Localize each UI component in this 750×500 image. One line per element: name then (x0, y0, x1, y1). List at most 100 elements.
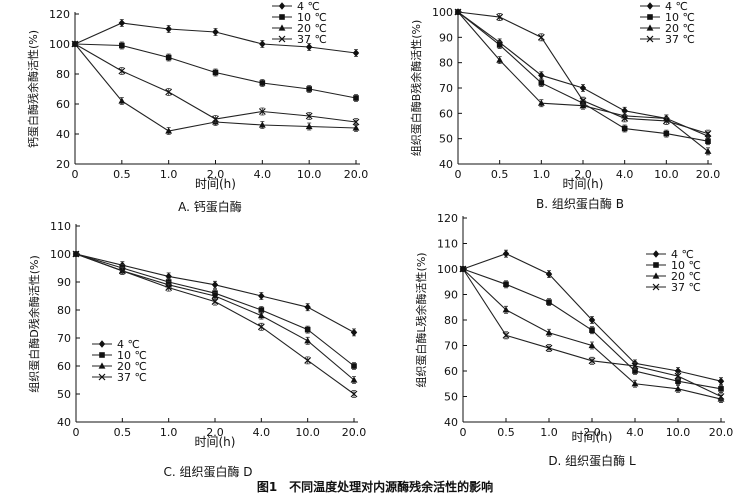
legend-label: 37 ℃ (665, 33, 695, 46)
legend-label: 4 ℃ (297, 0, 320, 13)
x-tick-label: 0 (73, 426, 80, 439)
data-point-cross (496, 13, 504, 21)
y-tick-label: 70 (439, 82, 453, 95)
y-tick-label: 40 (56, 128, 70, 141)
data-point-square (259, 80, 266, 86)
data-point-square (119, 42, 125, 49)
y-tick-label: 100 (50, 248, 71, 261)
panel-subtitle: B. 组织蛋白酶 B (536, 196, 624, 211)
data-point-cross (717, 393, 725, 400)
x-tick-label: 20.0 (696, 168, 721, 181)
x-tick-label: 1.0 (160, 426, 178, 439)
legend-marker-square (99, 352, 105, 358)
y-tick-label: 80 (56, 68, 70, 81)
legend-marker-square (653, 262, 659, 268)
data-point-cross (305, 112, 313, 120)
y-tick-label: 100 (437, 263, 458, 276)
data-point-diamond (165, 25, 172, 33)
data-point-triangle (352, 124, 360, 131)
legend-marker-square (647, 14, 653, 20)
legend-marker-diamond (646, 2, 654, 10)
y-tick-label: 50 (439, 133, 453, 146)
data-point-diamond (211, 281, 219, 289)
y-tick-label: 80 (439, 57, 453, 70)
data-point-diamond (118, 19, 126, 27)
chart-panel-3: 40 50 60 70 80 90 100 110 0 0.5 1.0 2.0 4.0 10.0 20.0 时… (27, 220, 366, 479)
y-tick-label: 20 (56, 158, 70, 171)
legend-marker-triangle (652, 272, 660, 279)
x-tick-label: 2.0 (206, 426, 224, 439)
x-tick-label: 0 (72, 168, 79, 181)
y-axis-label: 组织蛋白酶D残余酶活性(%) (27, 255, 41, 393)
data-point-cross (537, 33, 545, 41)
data-point-cross (545, 344, 553, 352)
legend-marker-cross (652, 283, 660, 291)
y-tick-label: 60 (57, 360, 71, 373)
data-point-triangle (537, 99, 545, 106)
data-point-diamond (579, 84, 587, 92)
y-tick-label: 120 (49, 8, 70, 21)
data-point-square (212, 69, 219, 76)
x-tick-label: 20.0 (344, 168, 369, 181)
data-point-cross (662, 117, 670, 125)
y-tick-label: 100 (49, 38, 70, 51)
figure-caption: 图1 不同温度处理对内源酶残余活性的影响 (256, 480, 494, 494)
data-point-square (538, 80, 545, 86)
y-tick-label: 50 (444, 391, 458, 404)
chart-panel-1: 20 40 60 80 100 120 0 0.5 1.0 2.0 4.0 10.0 20.0 时间(h)… (26, 0, 368, 214)
data-point-cross (71, 40, 79, 48)
legend-label: 10 ℃ (665, 11, 695, 24)
x-tick-label: 10.0 (654, 168, 679, 181)
data-point-diamond (258, 292, 265, 300)
x-axis-label: 时间(h) (563, 177, 604, 191)
data-point-square (718, 386, 724, 392)
data-point-cross (350, 390, 358, 398)
data-point-cross (674, 372, 682, 380)
legend-marker-square (279, 14, 285, 20)
x-tick-label: 1.0 (533, 168, 551, 181)
x-tick-label: 10.0 (666, 426, 691, 439)
legend-label: 20 ℃ (671, 270, 701, 283)
data-point-cross (579, 97, 587, 105)
data-point-cross (165, 88, 173, 96)
legend-marker-diamond (98, 340, 106, 348)
data-point-triangle (631, 380, 639, 387)
x-tick-label: 1.0 (540, 426, 558, 439)
x-axis-label: 时间(h) (195, 435, 236, 449)
data-point-square (663, 130, 670, 137)
y-tick-label: 60 (439, 107, 453, 120)
data-point-cross (588, 357, 596, 365)
data-point-cross (257, 323, 265, 331)
y-tick-label: 80 (57, 304, 71, 317)
data-point-cross (502, 331, 510, 339)
y-tick-label: 70 (444, 340, 458, 353)
legend-marker-cross (646, 35, 654, 43)
legend-label: 4 ℃ (671, 248, 694, 261)
panel-subtitle: D. 组织蛋白酶 L (548, 453, 636, 468)
y-tick-label: 120 (437, 212, 458, 225)
data-point-square (589, 327, 595, 333)
data-point-triangle (304, 337, 312, 344)
data-point-cross (304, 356, 312, 364)
legend-label: 10 ℃ (117, 349, 147, 362)
y-tick-label: 80 (444, 314, 458, 327)
x-tick-label: 2.0 (583, 426, 601, 439)
data-point-triangle (305, 122, 313, 130)
data-point-diamond (304, 303, 311, 311)
y-tick-label: 90 (57, 276, 71, 289)
legend-label: 20 ℃ (665, 22, 695, 35)
data-point-triangle (545, 329, 553, 336)
x-tick-label: 20.0 (342, 426, 367, 439)
data-point-square (705, 138, 711, 144)
x-tick-label: 20.0 (709, 426, 734, 439)
legend-label: 4 ℃ (117, 338, 140, 351)
data-point-square (632, 368, 638, 374)
data-point-square (258, 307, 265, 313)
y-tick-label: 40 (57, 416, 71, 429)
chart-panel-4: 40 50 60 70 80 90 100 110 120 0 0.5 1.0 2.0 4.0 10.0 20… (414, 212, 733, 468)
data-point-triangle (118, 97, 126, 104)
x-axis-label: 时间(h) (195, 177, 236, 191)
data-point-cross (631, 362, 639, 370)
y-tick-label: 60 (56, 98, 70, 111)
